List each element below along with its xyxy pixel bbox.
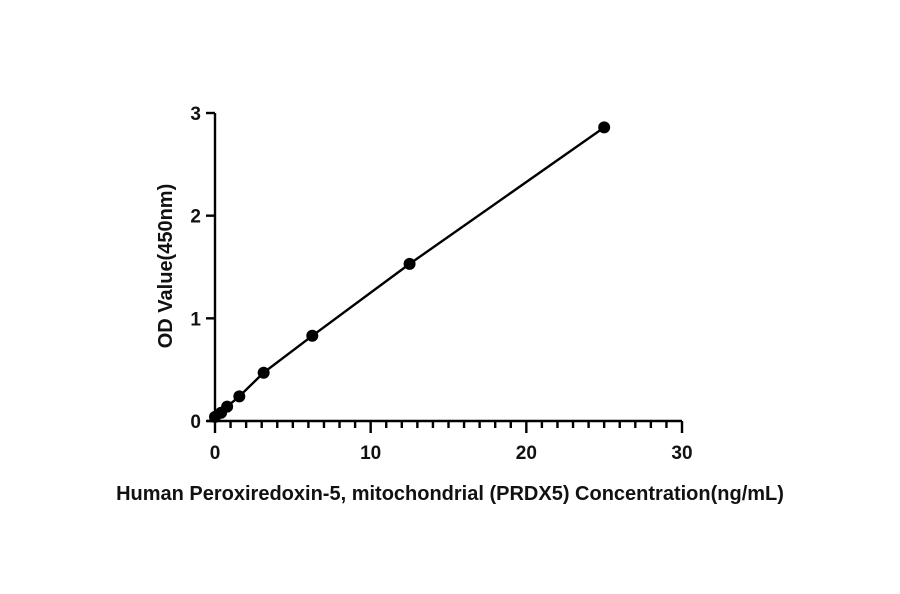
data-point: [221, 400, 234, 413]
data-series: [209, 121, 611, 423]
data-point: [403, 257, 416, 270]
data-point: [306, 329, 319, 342]
x-tick-label: 10: [360, 443, 381, 464]
y-tick-label: 3: [190, 104, 201, 125]
curve-line: [214, 126, 605, 418]
y-tick-label: 2: [190, 207, 201, 228]
x-tick-label: 0: [210, 443, 221, 464]
y-axis-title: OD Value(450nm): [155, 184, 177, 349]
y-tick-label: 0: [190, 412, 201, 433]
data-point: [598, 121, 611, 134]
x-tick-label: 20: [516, 443, 537, 464]
x-axis-title: Human Peroxiredoxin-5, mitochondrial (PR…: [116, 483, 784, 505]
x-tick-label: 30: [671, 443, 692, 464]
data-point: [233, 390, 246, 403]
y-tick-label: 1: [190, 309, 201, 330]
data-point: [257, 366, 270, 379]
